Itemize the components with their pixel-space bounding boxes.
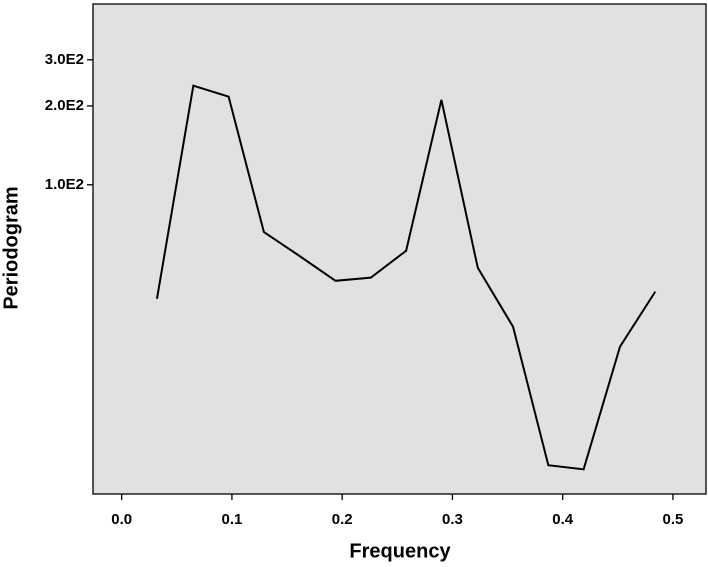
x-tick-label: 0.3 [442,511,463,528]
y-axis-title: Periodogram [0,186,22,309]
y-tick-label: 2.0E2 [45,97,84,114]
plot-area [92,3,707,495]
x-tick-label: 0.2 [332,511,353,528]
y-tick-label: 1.0E2 [45,176,84,193]
line [155,84,657,471]
x-tick-label: 0.1 [221,511,242,528]
y-tick-label: 3.0E2 [45,51,84,68]
x-tick-label: 0.5 [662,511,683,528]
x-axis-title: Frequency [349,540,451,562]
x-tick-label: 0.0 [111,511,132,528]
x-tick-label: 0.4 [552,511,574,528]
